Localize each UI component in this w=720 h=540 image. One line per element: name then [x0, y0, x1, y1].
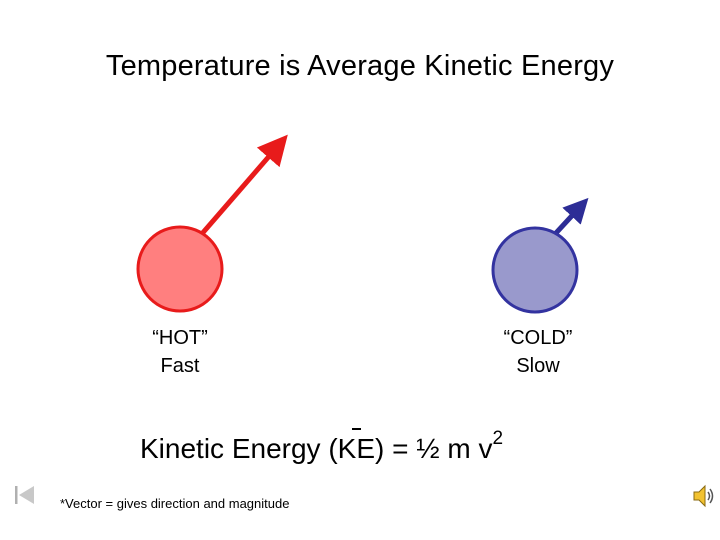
hot-speed: Fast — [160, 355, 200, 377]
formula-exponent: 2 — [492, 428, 504, 449]
hot-molecule — [136, 134, 288, 313]
hot-label: “HOT” — [152, 327, 208, 349]
ke-average: KE — [337, 428, 375, 465]
cold-caption: “COLD” Slow — [478, 324, 598, 380]
cold-molecule-circle — [491, 226, 579, 314]
footnote: *Vector = gives direction and magnitude — [60, 496, 290, 511]
cold-molecule — [491, 197, 589, 314]
cold-label: “COLD” — [503, 327, 573, 349]
hot-molecule-circle — [136, 225, 224, 313]
speaker-icon[interactable] — [692, 483, 716, 509]
average-bar — [351, 428, 361, 430]
formula-prefix: Kinetic Energy ( — [140, 433, 338, 464]
ke-symbol: KE — [337, 433, 375, 464]
hot-velocity-arrow — [198, 134, 288, 238]
skip-to-start-icon[interactable] — [12, 484, 38, 506]
cold-velocity-arrow — [554, 197, 589, 235]
formula-suffix: ) = ½ m v — [375, 433, 493, 464]
kinetic-energy-formula: Kinetic Energy (KE) = ½ m v2 — [140, 428, 503, 465]
slide-title: Temperature is Average Kinetic Energy — [105, 50, 615, 82]
hot-caption: “HOT” Fast — [120, 324, 240, 380]
cold-speed: Slow — [516, 355, 560, 377]
